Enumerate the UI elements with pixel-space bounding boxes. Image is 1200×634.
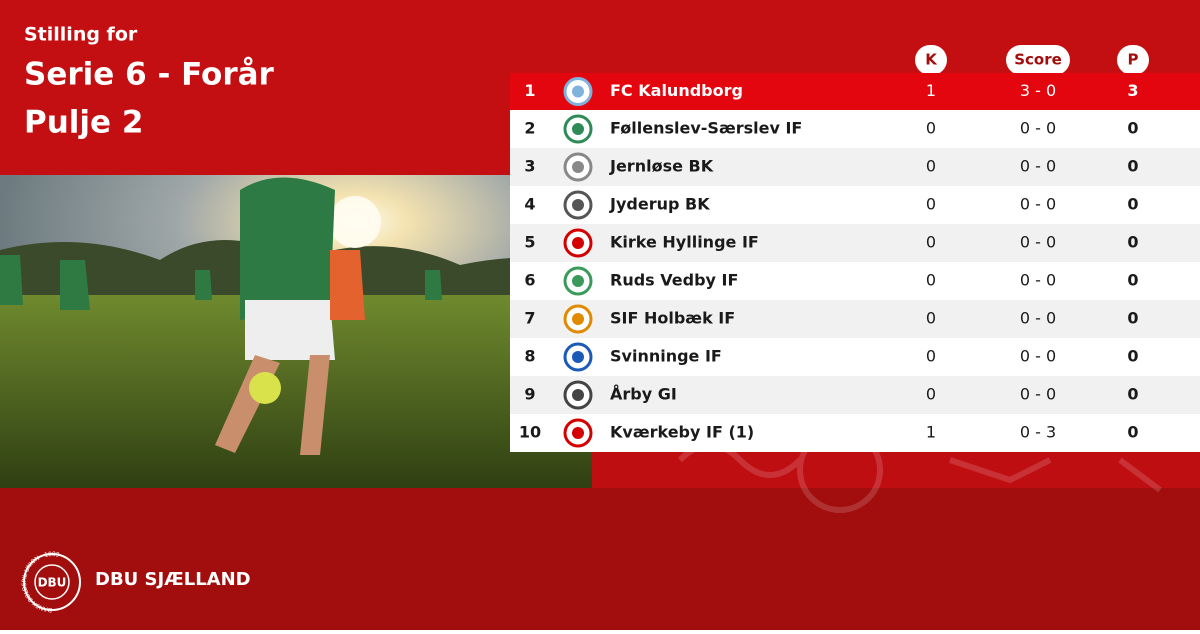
brand: DBU SJÆLLAND — [95, 569, 251, 590]
score: 0 - 0 — [1020, 195, 1056, 214]
photo — [0, 175, 592, 488]
points: 0 — [1127, 385, 1138, 404]
points: 0 — [1127, 157, 1138, 176]
rank: 8 — [524, 347, 535, 366]
team-name: FC Kalundborg — [610, 81, 743, 100]
played: 0 — [926, 309, 936, 328]
team-logo-inner — [572, 199, 584, 211]
score: 0 - 0 — [1020, 233, 1056, 252]
played: 0 — [926, 119, 936, 138]
column-header-pill — [1006, 45, 1070, 75]
title: Pulje 2 — [24, 105, 143, 141]
rank: 9 — [524, 385, 535, 404]
played: 0 — [926, 157, 936, 176]
rank: 10 — [519, 423, 541, 442]
played: 0 — [926, 385, 936, 404]
team-logo-inner — [572, 313, 584, 325]
team-logo-inner — [572, 161, 584, 173]
points: 0 — [1127, 271, 1138, 290]
team-logo-inner — [572, 123, 584, 135]
score: 0 - 0 — [1020, 309, 1056, 328]
team-logo-inner — [572, 275, 584, 287]
score: 3 - 0 — [1020, 81, 1056, 100]
team-name: Føllenslev-Særslev IF — [610, 119, 802, 138]
points: 0 — [1127, 233, 1138, 252]
team-logo-inner — [572, 389, 584, 401]
rank: 4 — [524, 195, 535, 214]
standings-table: K Score P 1 FC Kalundborg 1 3 - 0 3 2 Føllenslev-… — [510, 45, 1200, 452]
column-header: K — [925, 51, 938, 69]
score: 0 - 0 — [1020, 347, 1056, 366]
points: 0 — [1127, 423, 1138, 442]
table-row — [510, 73, 1200, 110]
title: Serie 6 - Forår — [24, 57, 275, 93]
team-logo-inner — [572, 427, 584, 439]
kicker: Stilling for — [24, 24, 138, 46]
played: 0 — [926, 195, 936, 214]
played: 1 — [926, 81, 936, 100]
score: 0 - 0 — [1020, 119, 1056, 138]
column-header-pill — [1117, 45, 1149, 75]
points: 0 — [1127, 347, 1138, 366]
table-row — [510, 262, 1200, 300]
column-header: P — [1128, 51, 1139, 69]
score: 0 - 0 — [1020, 157, 1056, 176]
team-name: Svinninge IF — [610, 347, 722, 366]
team-logo-inner — [572, 237, 584, 249]
points: 0 — [1127, 309, 1138, 328]
team-name: Årby GI — [610, 385, 677, 404]
points: 0 — [1127, 119, 1138, 138]
played: 0 — [926, 347, 936, 366]
table-row — [510, 224, 1200, 262]
score: 0 - 0 — [1020, 271, 1056, 290]
played: 1 — [926, 423, 936, 442]
points: 0 — [1127, 195, 1138, 214]
table-row — [510, 300, 1200, 338]
points: 3 — [1127, 81, 1138, 100]
column-header: Score — [1014, 51, 1062, 69]
team-name: SIF Holbæk IF — [610, 309, 735, 328]
team-name: Kirke Hyllinge IF — [610, 233, 759, 252]
played: 0 — [926, 233, 936, 252]
score: 0 - 0 — [1020, 385, 1056, 404]
team-name: Jyderup BK — [609, 195, 710, 214]
rank: 5 — [524, 233, 535, 252]
table-row — [510, 338, 1200, 376]
table-row — [510, 148, 1200, 186]
played: 0 — [926, 271, 936, 290]
team-name: Ruds Vedby IF — [610, 271, 738, 290]
team-logo-inner — [572, 85, 584, 98]
footer-band — [0, 488, 1200, 630]
team-logo-inner — [572, 351, 584, 363]
table-row — [510, 110, 1200, 148]
table-row — [510, 376, 1200, 414]
rank: 7 — [524, 309, 535, 328]
team-name: Jernløse BK — [609, 157, 714, 176]
column-header-pill — [915, 45, 947, 75]
team-name: Kværkeby IF (1) — [610, 423, 754, 442]
logo-text: DBU — [38, 576, 67, 590]
table-row — [510, 186, 1200, 224]
rank: 2 — [524, 119, 535, 138]
rank: 1 — [524, 81, 535, 100]
table-row — [510, 414, 1200, 452]
rank: 3 — [524, 157, 535, 176]
score: 0 - 3 — [1020, 423, 1056, 442]
rank: 6 — [524, 271, 535, 290]
